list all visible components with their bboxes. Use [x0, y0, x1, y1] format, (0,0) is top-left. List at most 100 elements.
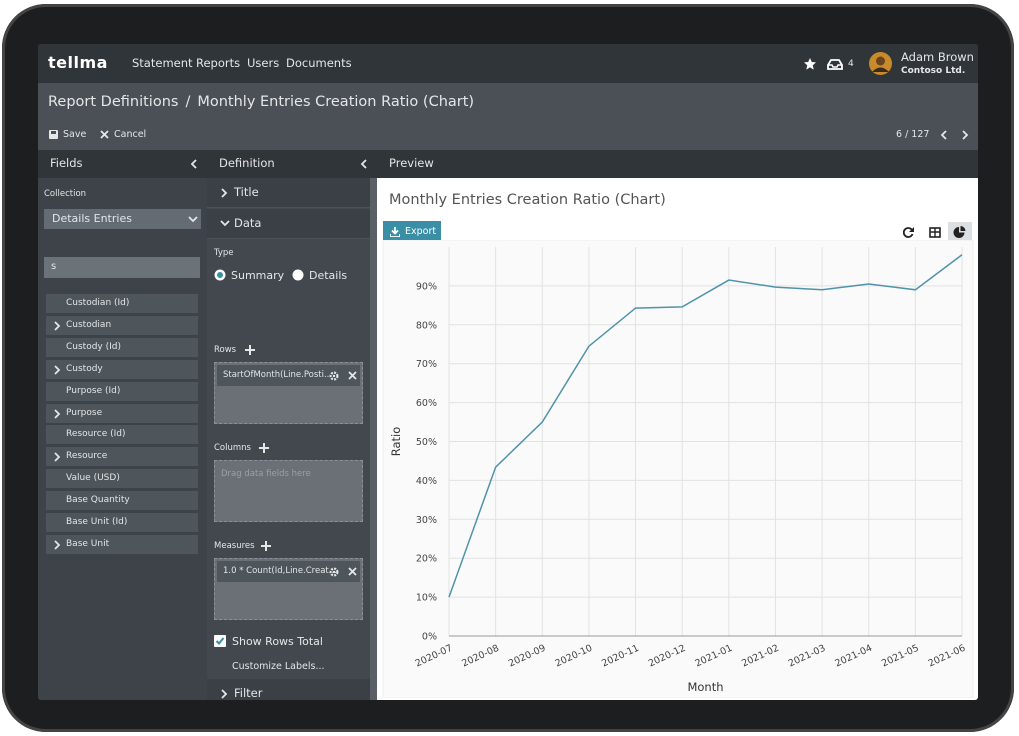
dropped-field[interactable]: 1.0 * Count(Id,Line.Creat... — [217, 561, 360, 582]
section-row[interactable]: Data — [207, 209, 370, 239]
box-label: Measures — [214, 541, 255, 551]
nav-link[interactable]: Documents — [286, 56, 352, 70]
drop-box: 1.0 * Count(Id,Line.Creat... — [214, 558, 363, 620]
field-item[interactable]: Resource (Id) — [46, 425, 198, 445]
field-item[interactable]: Base Unit — [46, 534, 198, 554]
chart: 0%10%20%30%40%50%60%70%80%90%2020-07 2020… — [382, 240, 974, 698]
section-title: Filter — [234, 686, 263, 700]
checkbox-label[interactable]: Show Rows Total — [232, 635, 323, 648]
field-label: Base Unit — [66, 538, 110, 549]
collapse-icon — [190, 159, 197, 169]
collection-select[interactable]: Details Entries — [44, 209, 201, 229]
dropped-label: 1.0 * Count(Id,Line.Creat... — [223, 566, 337, 576]
title-bar: Report Definitions / Monthly Entries Creat… — [38, 83, 978, 150]
panel-title: Definition — [219, 156, 275, 170]
field-label: Custody (Id) — [66, 341, 122, 352]
field-item[interactable]: Resource — [46, 447, 198, 467]
report-title: Monthly Entries Creation Ratio (Chart) — [389, 192, 666, 208]
box-label: Columns — [214, 443, 251, 453]
prev-page — [940, 130, 947, 140]
expand-icon — [54, 321, 60, 331]
y-tick-label: 30% — [416, 515, 437, 526]
nav-link[interactable]: Users — [247, 56, 280, 70]
nav-link[interactable]: Statement — [132, 56, 193, 70]
y-tick-label: 80% — [416, 320, 437, 331]
radio-label[interactable]: Details — [309, 269, 348, 282]
radio — [214, 269, 226, 281]
breadcrumb: Report Definitions / Monthly Entries Creat… — [48, 95, 474, 110]
field-label: Base Unit (Id) — [66, 517, 128, 527]
dropped-field[interactable]: StartOfMonth(Line.Posti... — [217, 365, 360, 386]
collapse-icon — [360, 159, 367, 169]
avatar — [869, 52, 892, 75]
section-chevron — [220, 220, 230, 227]
field-label: Purpose — [66, 407, 103, 418]
field-item[interactable]: Base Quantity — [46, 491, 198, 511]
field-item[interactable]: Purpose — [46, 403, 198, 423]
company-name: Contoso Ltd. — [901, 66, 966, 76]
dropped-label: StartOfMonth(Line.Posti... — [223, 370, 333, 380]
field-item[interactable]: Custodian — [46, 315, 198, 335]
radio-label[interactable]: Summary — [231, 269, 285, 282]
expand-icon — [54, 365, 60, 375]
breadcrumb-item: Monthly Entries Creation Ratio (Chart) — [197, 94, 475, 110]
y-axis-label: Ratio — [389, 427, 403, 457]
definition-header: Definition — [207, 150, 377, 178]
save-button[interactable]: Save — [63, 129, 87, 140]
customize-labels[interactable]: Customize Labels... — [232, 661, 325, 672]
section-title: Data — [234, 216, 262, 230]
field-label: Value (USD) — [66, 473, 120, 484]
field-item[interactable]: Custodian (Id) — [46, 294, 198, 313]
export-button[interactable]: Export — [383, 221, 441, 243]
section-chevron — [221, 188, 228, 198]
screen: tellma Statement Reports Users Documents 4 Ada… — [38, 44, 978, 700]
breadcrumb-item[interactable]: Report Definitions — [48, 94, 179, 110]
add-icon — [259, 443, 269, 453]
y-tick-label: 60% — [416, 398, 437, 409]
paging: 6 / 127 — [896, 129, 930, 140]
remove-icon — [348, 567, 357, 576]
settings-icon — [329, 567, 339, 577]
settings-icon — [329, 371, 339, 381]
field-item[interactable]: Custody — [46, 359, 198, 379]
chart-view-icon — [948, 222, 972, 243]
cancel-icon — [100, 130, 109, 139]
x-axis-label: Month — [687, 680, 723, 694]
field-item[interactable]: Base Unit (Id) — [46, 513, 198, 532]
nav-link[interactable]: Reports — [196, 56, 241, 70]
fields-panel: Collection Details Entries s Custodian (Id)… — [38, 178, 207, 700]
expand-icon — [54, 452, 60, 462]
field-item[interactable]: Custody (Id) — [46, 337, 198, 357]
search-box[interactable]: s — [44, 257, 200, 278]
field-label: Resource (Id) — [66, 429, 126, 440]
radio — [292, 269, 304, 281]
cancel-button[interactable]: Cancel — [114, 129, 147, 140]
preview-header: Preview — [377, 150, 978, 178]
inbox-icon — [827, 59, 843, 70]
expand-icon — [54, 540, 60, 550]
y-tick-label: 20% — [416, 554, 437, 565]
section-title: Title — [234, 185, 259, 199]
y-tick-label: 0% — [422, 632, 437, 643]
panel-title: Preview — [389, 156, 434, 170]
star-icon — [804, 58, 816, 70]
inbox-count[interactable]: 4 — [848, 59, 854, 69]
field-label: Custody — [66, 363, 103, 374]
section-row[interactable]: Title — [207, 178, 370, 208]
drop-box: StartOfMonth(Line.Posti... — [214, 362, 363, 424]
preview-panel: Monthly Entries Creation Ratio (Chart) Ex… — [377, 178, 978, 700]
field-item[interactable]: Value (USD) — [46, 469, 198, 489]
placeholder: Drag data fields here — [221, 469, 311, 479]
y-tick-label: 50% — [416, 437, 437, 448]
breadcrumb-separator: / — [185, 94, 191, 110]
export-icon — [390, 227, 400, 237]
export-label: Export — [405, 226, 437, 237]
section-row[interactable]: Filter — [207, 679, 370, 700]
field-label: Custodian — [66, 319, 112, 330]
y-tick-label: 90% — [416, 281, 437, 292]
box-label: Rows — [214, 345, 237, 355]
add-icon — [245, 345, 255, 355]
drop-box: Drag data fields here — [214, 460, 363, 522]
user-name: Adam Brown — [901, 50, 974, 64]
field-item[interactable]: Purpose (Id) — [46, 381, 198, 401]
